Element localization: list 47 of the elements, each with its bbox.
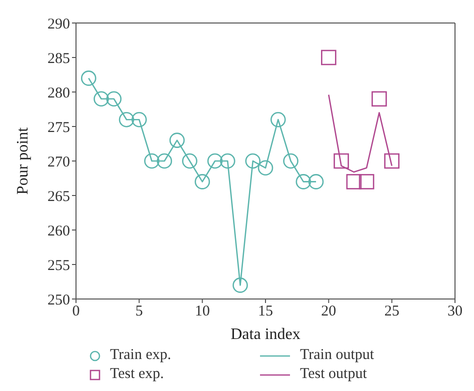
point: [94, 91, 109, 107]
point: [207, 153, 223, 169]
point: [80, 70, 96, 86]
x-tick-label: 20: [321, 304, 336, 320]
x-tick-label: 30: [448, 304, 462, 320]
point: [346, 174, 362, 190]
point: [384, 153, 400, 169]
y-tick-label: 280: [48, 85, 70, 102]
point: [321, 50, 336, 66]
point: [296, 174, 312, 190]
point: [220, 153, 236, 169]
point: [106, 91, 122, 107]
legend-label: Test exp.: [110, 366, 164, 383]
point: [283, 153, 298, 169]
point: [270, 112, 286, 128]
point: [156, 153, 172, 169]
point: [372, 91, 387, 107]
point: [144, 153, 160, 169]
legend-label: Train output: [300, 347, 374, 364]
point: [232, 278, 248, 293]
legend-label: Test output: [300, 366, 367, 383]
y-tick-label: 265: [48, 188, 70, 205]
point: [358, 174, 374, 190]
point: [169, 132, 185, 148]
point: [194, 174, 210, 190]
point: [258, 160, 274, 176]
y-tick-label: 260: [48, 223, 70, 240]
y-tick-label: 270: [48, 154, 70, 170]
y-tick-label: 255: [48, 258, 70, 274]
x-tick-label: 5: [135, 304, 143, 320]
point: [308, 174, 324, 190]
legend-label: Train exp.: [110, 347, 172, 364]
x-tick-label: 25: [384, 304, 400, 320]
point: [182, 153, 198, 169]
y-tick-label: 285: [48, 50, 70, 67]
point: [132, 112, 147, 128]
point: [118, 112, 134, 128]
point: [245, 153, 261, 169]
y-tick-label: 275: [48, 120, 70, 136]
point: [334, 153, 349, 169]
y-axis-title: Pour point: [14, 126, 32, 195]
y-tick-label: 290: [48, 16, 70, 32]
x-tick-label: 15: [258, 304, 273, 320]
x-tick-label: 10: [194, 304, 210, 320]
x-tick-label: 0: [72, 304, 80, 320]
x-axis-title: Data index: [230, 326, 300, 343]
y-tick-label: 250: [48, 292, 70, 308]
